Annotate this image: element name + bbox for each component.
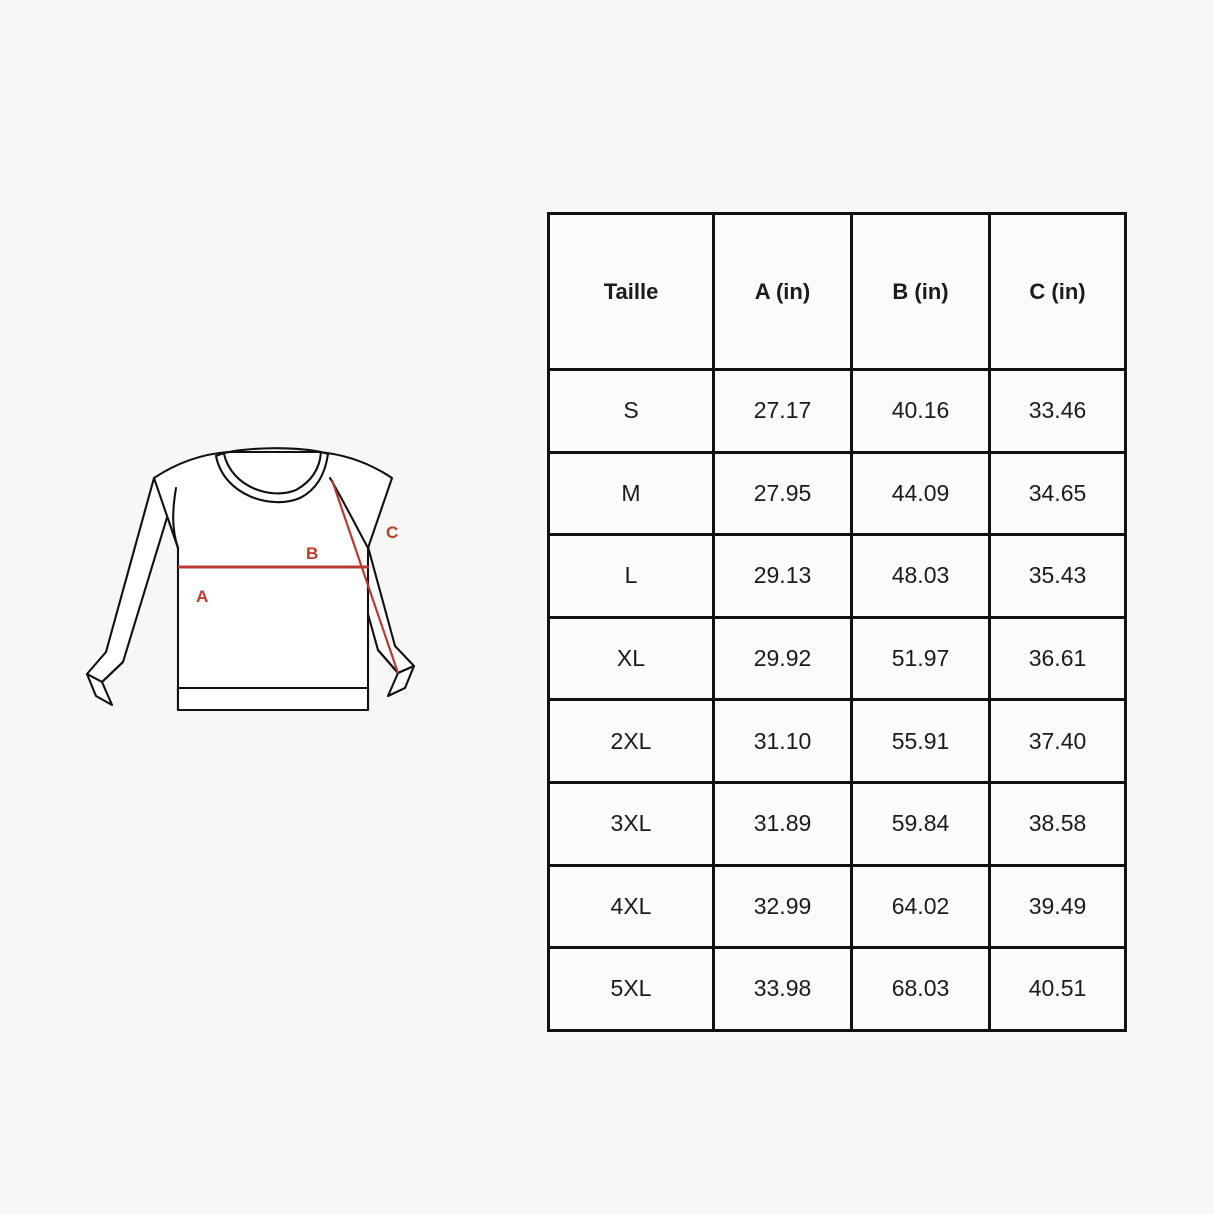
cell-b: 40.16	[850, 368, 991, 454]
left-sleeve	[85, 476, 178, 684]
bottom-hem-rib	[176, 686, 370, 712]
size-chart-table: Taille A (in) B (in) C (in) S 27.17 40.1…	[547, 212, 1127, 1032]
left-armhole-seam	[172, 486, 180, 550]
cell-a: 27.95	[712, 450, 853, 537]
cell-a: 29.13	[712, 533, 853, 619]
cell-b: 51.97	[850, 615, 991, 702]
sweatshirt-technical-drawing	[85, 447, 416, 712]
cell-b: 55.91	[850, 698, 991, 784]
measurement-guides	[178, 479, 400, 674]
sweatshirt-outline	[85, 447, 416, 712]
table-row: 2XL 31.10 55.91 37.40	[547, 698, 1127, 784]
cell-size: 2XL	[547, 698, 715, 784]
cell-c: 39.49	[988, 863, 1127, 950]
right-cuff	[386, 664, 416, 698]
cell-b: 59.84	[850, 780, 991, 867]
cell-a: 29.92	[712, 615, 853, 702]
cell-size: 3XL	[547, 780, 715, 867]
header-a-in: A (in)	[712, 212, 853, 371]
header-c-in: C (in)	[988, 212, 1127, 371]
measure-label-b: B	[306, 544, 319, 563]
right-cuff-fold	[376, 648, 400, 675]
table-header: Taille A (in) B (in) C (in)	[547, 212, 1127, 371]
cell-a: 31.10	[712, 698, 853, 784]
measure-label-c: C	[386, 523, 399, 542]
table-row: XL 29.92 51.97 36.61	[547, 615, 1127, 702]
cell-size: XL	[547, 615, 715, 702]
cell-c: 38.58	[988, 780, 1127, 867]
garment-illustration	[68, 430, 478, 770]
header-b-in: B (in)	[850, 212, 991, 371]
table-row: L 29.13 48.03 35.43	[547, 533, 1127, 619]
cell-size: 4XL	[547, 863, 715, 950]
neckline-outer	[214, 452, 330, 504]
collar-top-edge	[214, 447, 330, 458]
cell-a: 32.99	[712, 863, 853, 950]
table-row: 4XL 32.99 64.02 39.49	[547, 863, 1127, 950]
cell-b: 48.03	[850, 533, 991, 619]
neckline-inner-rib	[222, 450, 323, 495]
cell-c: 37.40	[988, 698, 1127, 784]
cell-size: S	[547, 368, 715, 454]
table-row: 5XL 33.98 68.03 40.51	[547, 946, 1127, 1032]
measure-label-a: A	[196, 587, 209, 606]
cell-a: 31.89	[712, 780, 853, 867]
header-taille: Taille	[547, 212, 715, 371]
table-row: M 27.95 44.09 34.65	[547, 450, 1127, 537]
cell-b: 68.03	[850, 946, 991, 1032]
cell-c: 40.51	[988, 946, 1127, 1032]
cell-c: 33.46	[988, 368, 1127, 454]
cell-b: 44.09	[850, 450, 991, 537]
table-row: 3XL 31.89 59.84 38.58	[547, 780, 1127, 867]
cell-size: L	[547, 533, 715, 619]
cell-c: 34.65	[988, 450, 1127, 537]
cell-size: 5XL	[547, 946, 715, 1032]
cell-c: 35.43	[988, 533, 1127, 619]
left-cuff-fold	[100, 660, 125, 684]
table-body: S 27.17 40.16 33.46 M 27.95 44.09 34.65 …	[547, 368, 1127, 1032]
cell-c: 36.61	[988, 615, 1127, 702]
cell-a: 33.98	[712, 946, 853, 1032]
measure-line-c-sleeve	[330, 479, 400, 674]
cell-b: 64.02	[850, 863, 991, 950]
body-panel	[152, 450, 394, 712]
table-row: S 27.17 40.16 33.46	[547, 368, 1127, 454]
cell-size: M	[547, 450, 715, 537]
left-cuff	[85, 672, 114, 707]
cell-a: 27.17	[712, 368, 853, 454]
table-header-row: Taille A (in) B (in) C (in)	[547, 212, 1127, 371]
